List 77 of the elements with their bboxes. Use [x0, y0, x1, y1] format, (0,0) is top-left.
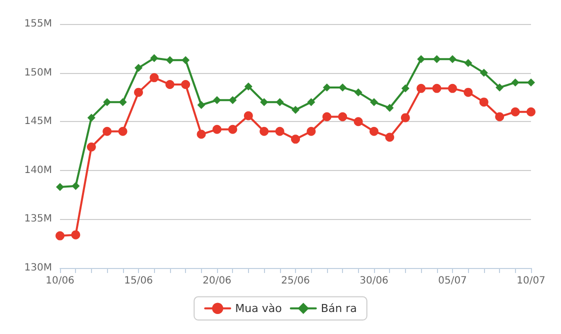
point — [322, 83, 331, 92]
point — [526, 107, 536, 116]
point — [56, 231, 64, 240]
point — [401, 84, 410, 92]
point — [354, 117, 363, 126]
point — [150, 54, 158, 62]
point — [276, 98, 284, 106]
point — [322, 112, 332, 122]
point — [448, 55, 456, 64]
point — [416, 84, 426, 93]
point — [307, 98, 316, 106]
point — [432, 55, 441, 64]
point — [102, 126, 112, 136]
point — [370, 98, 378, 106]
point — [417, 55, 426, 64]
point — [338, 83, 347, 92]
x-tick-label: 30/06 — [360, 276, 388, 286]
point — [103, 98, 112, 106]
point — [464, 88, 473, 97]
point — [306, 126, 316, 136]
point — [479, 98, 488, 107]
point — [166, 56, 174, 64]
point — [370, 126, 378, 136]
point — [182, 56, 190, 64]
legend-label: Mua vào — [235, 302, 282, 315]
point — [56, 182, 64, 191]
point — [464, 59, 472, 68]
point — [87, 114, 96, 122]
point — [118, 98, 127, 106]
x-tick-label: 05/07 — [438, 276, 467, 286]
point — [496, 83, 504, 92]
point — [354, 88, 362, 96]
point — [480, 68, 488, 77]
point — [400, 113, 410, 122]
point — [260, 98, 268, 106]
y-tick-label: 150M — [24, 67, 52, 78]
point — [197, 101, 206, 110]
point — [150, 73, 159, 82]
y-tick-label: 145M — [24, 116, 52, 128]
y-tick-label: 130M — [24, 262, 52, 274]
y-tick-label: 155M — [24, 18, 52, 30]
point — [260, 126, 269, 136]
point — [448, 84, 457, 93]
point — [338, 112, 348, 122]
x-tick-label: 15/06 — [124, 276, 153, 286]
point — [134, 64, 142, 72]
x-tick-label: 25/06 — [281, 276, 310, 286]
point — [495, 112, 504, 122]
x-tick-label: 10/06 — [46, 276, 74, 286]
point — [228, 124, 238, 134]
point — [71, 230, 80, 240]
point — [275, 126, 284, 136]
point — [72, 182, 80, 190]
point — [213, 96, 221, 104]
point — [510, 107, 520, 116]
point — [196, 130, 206, 139]
point — [118, 126, 128, 136]
point — [291, 134, 300, 144]
point — [511, 78, 520, 87]
point — [228, 96, 237, 104]
legend-label: Bán ra — [320, 302, 357, 315]
x-tick-label: 10/07 — [516, 276, 546, 286]
point — [244, 111, 253, 120]
y-tick-label: 140M — [24, 164, 52, 176]
x-tick-label: 20/06 — [202, 276, 232, 286]
point — [165, 80, 174, 90]
point — [385, 132, 394, 142]
point — [212, 124, 222, 134]
point — [86, 142, 96, 152]
point — [244, 82, 252, 90]
y-tick-label: 135M — [24, 214, 52, 225]
point — [134, 88, 143, 97]
point — [181, 80, 190, 90]
point — [527, 78, 535, 87]
point — [386, 104, 394, 112]
point — [432, 84, 442, 93]
point — [292, 106, 300, 114]
